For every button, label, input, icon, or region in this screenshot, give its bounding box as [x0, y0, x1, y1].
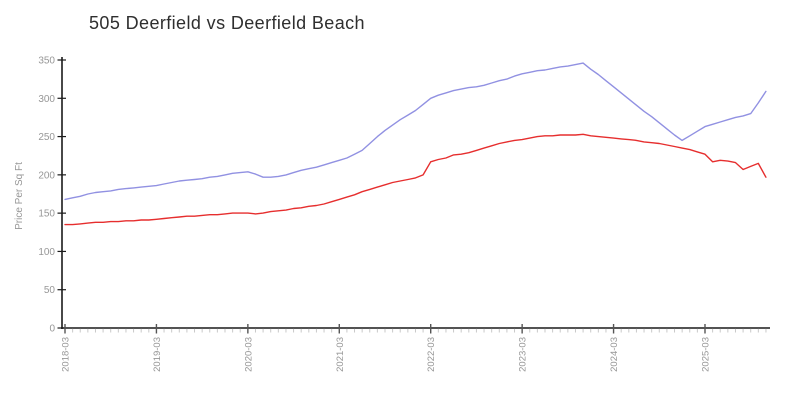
x-tick-label: 2023-03	[518, 337, 529, 372]
y-tick-label: 300	[38, 94, 55, 105]
x-tick-label: 2019-03	[152, 337, 163, 372]
y-axis-label: Price Per Sq Ft	[14, 162, 25, 230]
x-tick-label: 2024-03	[609, 337, 620, 372]
y-tick-label: 50	[44, 285, 56, 296]
series-line-deerfield-beach	[64, 133, 767, 226]
x-tick-label: 2020-03	[243, 337, 254, 372]
x-tick-label: 2025-03	[700, 337, 711, 372]
y-tick-label: 250	[38, 132, 55, 143]
y-tick-label: 200	[38, 170, 55, 181]
x-tick-label: 2018-03	[61, 337, 72, 372]
x-tick-label: 2022-03	[426, 337, 437, 372]
x-tick-label: 2021-03	[335, 337, 346, 372]
series-line-505-deerfield	[64, 62, 767, 201]
y-tick-label: 100	[38, 247, 55, 258]
y-tick-label: 150	[38, 209, 55, 220]
y-tick-label: 350	[38, 56, 55, 67]
y-tick-label: 0	[49, 324, 55, 335]
chart-title: 505 Deerfield vs Deerfield Beach	[89, 13, 365, 33]
